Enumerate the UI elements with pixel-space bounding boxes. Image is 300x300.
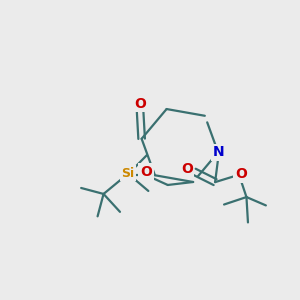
Text: O: O bbox=[140, 165, 152, 179]
Text: O: O bbox=[235, 167, 247, 182]
Text: Si: Si bbox=[122, 167, 135, 179]
Text: N: N bbox=[212, 145, 224, 159]
Text: O: O bbox=[181, 162, 193, 176]
Text: O: O bbox=[134, 97, 146, 110]
